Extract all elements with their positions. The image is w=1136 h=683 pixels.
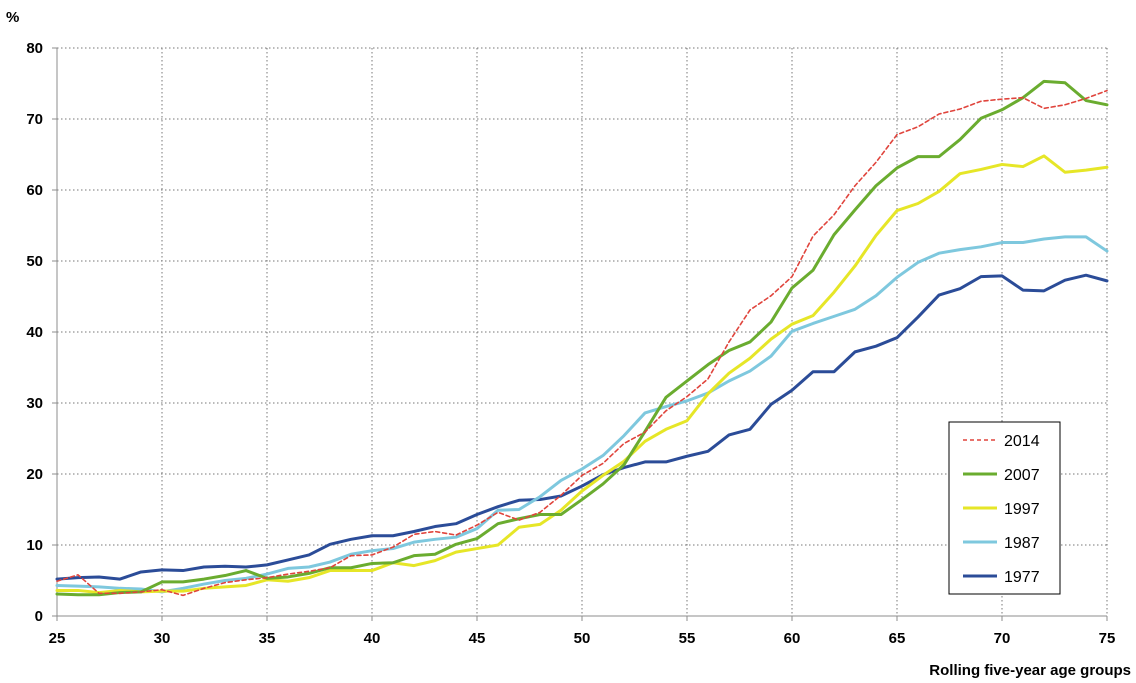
y-tick-label: 20 [26, 466, 43, 483]
y-tick-label: 0 [35, 608, 43, 625]
x-tick-label: 30 [154, 630, 171, 647]
y-tick-label: 80 [26, 40, 43, 57]
legend-label-1977: 1977 [1004, 569, 1040, 586]
axes [52, 47, 1108, 621]
series-line-1997 [55, 154, 1109, 595]
x-tick-label: 75 [1099, 630, 1116, 647]
x-tick-label: 45 [469, 630, 486, 647]
x-tick-label: 50 [574, 630, 591, 647]
legend-label-2007: 2007 [1004, 467, 1040, 484]
x-tick-label: 65 [889, 630, 906, 647]
x-tick-label: 25 [49, 630, 66, 647]
series-line-2014 [56, 89, 1108, 597]
y-tick-label: 10 [26, 537, 43, 554]
y-tick-label: 70 [26, 111, 43, 128]
series-line-1987 [55, 235, 1109, 594]
legend-label-1987: 1987 [1004, 535, 1040, 552]
series-line-1977 [55, 273, 1109, 581]
y-tick-label: 60 [26, 182, 43, 199]
y-tick-label: 30 [26, 395, 43, 412]
x-axis-title: Rolling five-year age groups [929, 662, 1131, 679]
legend-label-2014: 2014 [1004, 433, 1040, 450]
series-line-2007 [55, 79, 1109, 597]
legend-label-1997: 1997 [1004, 501, 1040, 518]
y-tick-label: 40 [26, 324, 43, 341]
tick-labels: 0 10 20 30 40 50 60 70 80 25 30 35 40 45 50 55 60 65 70 75 [26, 40, 1115, 647]
series-lines [55, 79, 1109, 597]
y-axis-title: % [6, 9, 19, 26]
x-tick-label: 40 [364, 630, 381, 647]
x-tick-label: 60 [784, 630, 801, 647]
x-tick-label: 35 [259, 630, 276, 647]
x-tick-label: 70 [994, 630, 1011, 647]
y-tick-label: 50 [26, 253, 43, 270]
legend: 2014 2007 1997 1987 1977 [948, 421, 1061, 595]
x-tick-label: 55 [679, 630, 696, 647]
gridlines [57, 47, 1108, 616]
